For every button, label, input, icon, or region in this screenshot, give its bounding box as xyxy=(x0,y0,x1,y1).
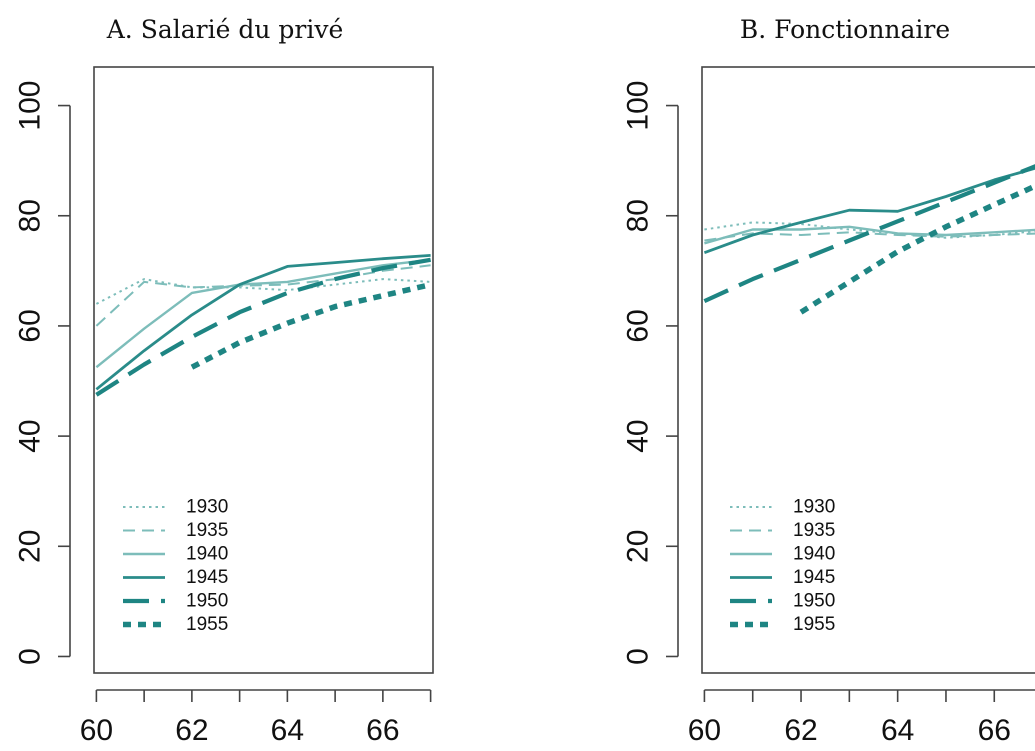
series-line-1950 xyxy=(703,164,1035,304)
series-line-1955 xyxy=(190,281,432,370)
chart-panel-b: B. Fonctionnaire 0 20 40 60 80 100 60 62 64 66 1930… xyxy=(622,15,1035,747)
series-line-1955 xyxy=(799,183,1035,315)
legend-label-1935: 1935 xyxy=(186,520,228,541)
panel-title: A. Salarié du privé xyxy=(106,15,344,44)
legend-label-1930: 1930 xyxy=(186,497,228,518)
x-tick-label: 64 xyxy=(881,714,914,747)
series-line-1945 xyxy=(703,166,1035,255)
y-tick-label: 80 xyxy=(622,199,655,232)
legend-label-1955: 1955 xyxy=(186,614,228,635)
x-tick-label: 62 xyxy=(784,714,817,747)
legend-label-1930: 1930 xyxy=(793,497,835,518)
y-tick-label: 100 xyxy=(14,81,47,131)
y-tick-label: 80 xyxy=(14,199,47,232)
y-tick-label: 60 xyxy=(14,309,47,342)
y-tick-label: 60 xyxy=(622,309,655,342)
plot-frame xyxy=(93,66,434,674)
y-tick-label: 0 xyxy=(14,648,47,665)
legend-label-1945: 1945 xyxy=(793,567,835,588)
x-tick-label: 66 xyxy=(366,714,399,747)
x-tick-label: 60 xyxy=(80,714,113,747)
legend-label-1940: 1940 xyxy=(186,544,228,565)
series-line-1935 xyxy=(95,264,431,327)
plot-frame xyxy=(701,66,1035,674)
y-tick-label: 40 xyxy=(622,419,655,452)
y-tick-label: 40 xyxy=(14,419,47,452)
x-tick-label: 60 xyxy=(688,714,721,747)
x-tick-label: 64 xyxy=(271,714,304,747)
y-tick-label: 100 xyxy=(622,81,655,131)
series-line-1930 xyxy=(704,221,1035,239)
legend-label-1955: 1955 xyxy=(793,614,835,635)
legend-label-1935: 1935 xyxy=(793,520,835,541)
legend-label-1950: 1950 xyxy=(186,591,228,612)
panel-title: B. Fonctionnaire xyxy=(740,15,950,44)
x-tick-label: 62 xyxy=(175,714,208,747)
legend-label-1940: 1940 xyxy=(793,544,835,565)
x-tick-label: 66 xyxy=(978,714,1011,747)
y-tick-label: 20 xyxy=(14,530,47,563)
y-tick-label: 0 xyxy=(622,648,655,665)
series-line-1940 xyxy=(95,258,431,369)
series-line-1950 xyxy=(95,257,431,397)
legend-label-1950: 1950 xyxy=(793,591,835,612)
series-line-1945 xyxy=(95,254,431,391)
y-tick-label: 20 xyxy=(622,530,655,563)
chart-panel-a: A. Salarié du privé 0 20 40 60 80 100 60 62 64 66 1… xyxy=(14,15,434,747)
legend-label-1945: 1945 xyxy=(186,567,228,588)
series-line-1940 xyxy=(704,225,1035,245)
